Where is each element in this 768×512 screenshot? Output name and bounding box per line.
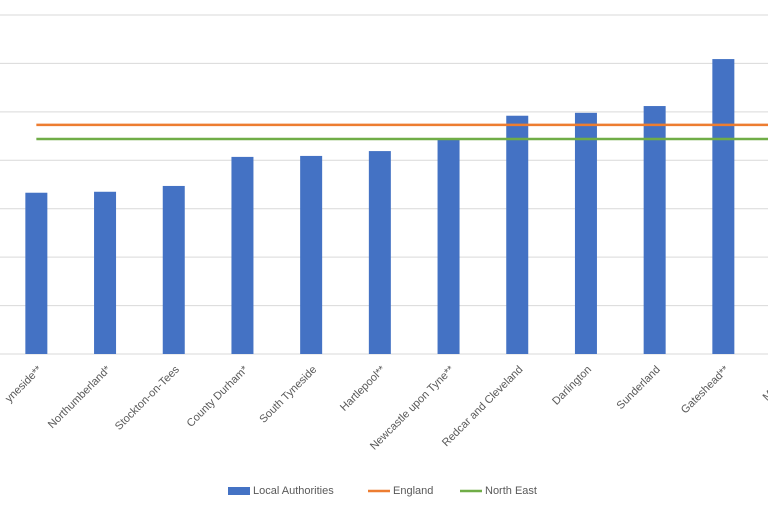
x-tick-label: Hartlepool**: [338, 363, 389, 414]
x-tick-label: Middlesb: [761, 364, 768, 404]
x-tick-label: Redcar and Cleveland: [440, 364, 525, 449]
bar: [437, 138, 460, 354]
bar: [162, 185, 185, 354]
x-tick-label: Darlington: [550, 364, 594, 408]
x-tick-label: Sunderland: [615, 364, 663, 412]
bar: [712, 59, 735, 354]
x-tick-label: Northumberland*: [46, 363, 114, 431]
bar: [231, 156, 254, 354]
bar: [368, 151, 391, 354]
bar: [506, 115, 529, 354]
legend-label: Local Authorities: [253, 485, 334, 497]
x-tick-label: County Durham*: [185, 363, 251, 429]
x-tick-label: Gateshead**: [679, 363, 732, 416]
bar: [94, 191, 117, 354]
x-tick-label: yneside**: [3, 363, 45, 405]
bar: [300, 155, 323, 354]
legend-swatch: [228, 487, 250, 495]
bar: [574, 112, 597, 354]
bar: [25, 192, 48, 354]
bar: [643, 106, 666, 354]
x-tick-label: South Tyneside: [257, 364, 319, 426]
x-tick-label: Stockton-on-Tees: [113, 363, 182, 432]
legend-label: North East: [485, 485, 537, 497]
legend-label: England: [393, 485, 433, 497]
